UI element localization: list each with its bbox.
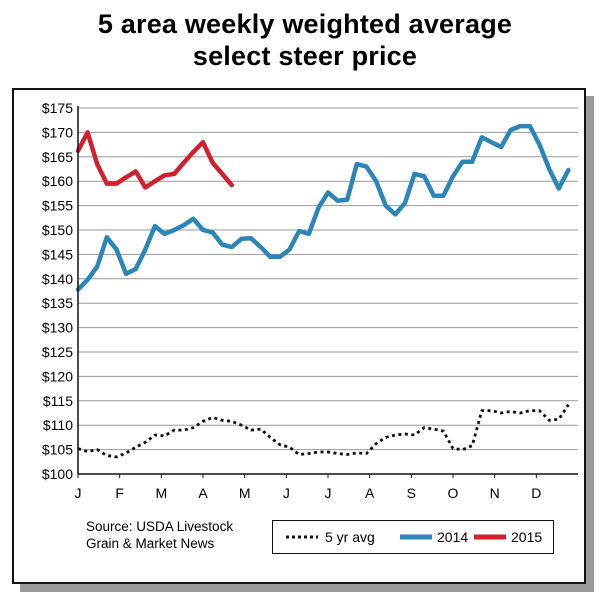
y-tick-label: $165: [42, 149, 73, 165]
x-tick-label: S: [407, 485, 416, 501]
x-tick-label: J: [283, 485, 290, 501]
legend-swatch-5yr-avg: [286, 535, 318, 539]
y-tick-label: $155: [42, 198, 73, 214]
y-tick-label: $135: [42, 295, 73, 311]
x-tick-label: N: [490, 485, 500, 501]
y-tick-label: $105: [42, 442, 73, 458]
x-tick-label: D: [531, 485, 541, 501]
legend-swatch-2015: [474, 534, 506, 540]
legend-label-2015: 2015: [511, 529, 543, 545]
legend: 5 yr avg 2014 2015: [272, 520, 554, 554]
chart-title: 5 area weekly weighted average select st…: [0, 8, 610, 72]
y-tick-label: $100: [42, 466, 73, 482]
source-note: Source: USDA Livestock Grain & Market Ne…: [86, 518, 233, 552]
legend-label-5yr-avg: 5 yr avg: [325, 529, 375, 545]
y-tick-label: $140: [42, 271, 73, 287]
series-line-5yr-avg: [77, 403, 570, 459]
y-tick-label: $125: [42, 344, 73, 360]
source-line-1: Source: USDA Livestock: [86, 519, 234, 534]
x-tick-label: J: [325, 485, 332, 501]
y-tick-label: $110: [43, 417, 73, 433]
y-tick-label: $115: [43, 393, 73, 409]
x-tick-label: J: [75, 485, 82, 501]
x-tick-label: M: [155, 485, 167, 501]
chart-frame: [12, 88, 586, 584]
y-tick-label: $120: [42, 368, 73, 384]
title-line-1: 5 area weekly weighted average: [97, 9, 513, 39]
axes: [77, 106, 578, 475]
x-tick-label: A: [365, 485, 375, 501]
legend-swatch-2014: [400, 534, 432, 540]
title-line-2: select steer price: [192, 41, 418, 71]
y-axis-ticks: $100 $105 $110 $115 $120 $125 $130 $135 $140 $145…: [42, 100, 73, 482]
y-tick-label: $130: [42, 320, 73, 336]
series-lines: [75, 123, 571, 459]
x-tick-label: F: [115, 485, 124, 501]
legend-label-2014: 2014: [437, 529, 469, 545]
y-tick-label: $170: [42, 124, 73, 140]
y-tick-label: $145: [42, 246, 73, 262]
source-line-2: Grain & Market News: [86, 536, 215, 551]
x-tick-label: O: [448, 485, 459, 501]
y-tick-label: $150: [42, 222, 73, 238]
series-line-2015: [75, 130, 235, 190]
y-tick-label: $175: [42, 100, 73, 116]
series-line-2014: [75, 123, 571, 292]
x-tick-label: A: [198, 485, 208, 501]
y-tick-label: $160: [42, 173, 73, 189]
x-tick-label: M: [239, 485, 251, 501]
grid-lines: [78, 107, 578, 451]
